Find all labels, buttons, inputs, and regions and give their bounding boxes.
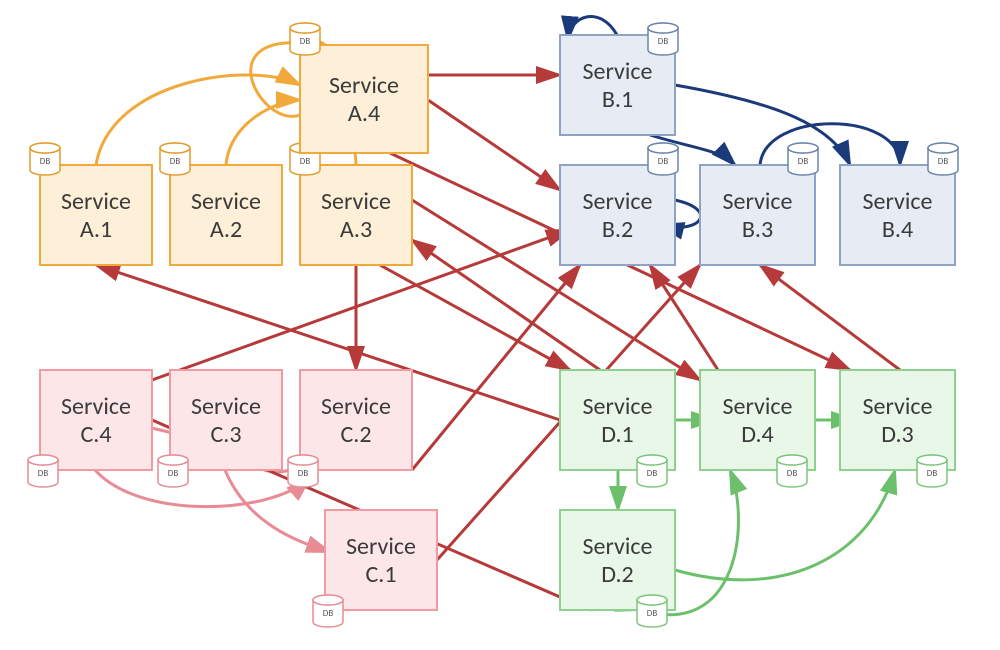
service-label: B.2: [602, 215, 633, 244]
db-icon: DB: [928, 143, 958, 175]
service-node-B4: ServiceB.4: [840, 165, 955, 265]
db-label: DB: [927, 468, 938, 479]
edge: [760, 124, 900, 165]
service-label: C.4: [80, 420, 111, 449]
db-label: DB: [798, 156, 809, 167]
service-label: B.4: [882, 215, 913, 244]
edges-layer: [95, 16, 900, 614]
db-icon: DB: [290, 23, 320, 55]
service-label: Service: [723, 187, 793, 216]
db-label: DB: [300, 156, 311, 167]
service-label: Service: [346, 532, 416, 561]
service-label: C.1: [365, 560, 396, 589]
service-label: Service: [191, 392, 261, 421]
service-label: C.3: [210, 420, 241, 449]
architecture-diagram: ServiceA.1DBServiceA.2DBServiceA.3DBServ…: [0, 0, 1000, 650]
service-label: D.3: [881, 420, 913, 449]
db-icon: DB: [313, 595, 343, 627]
nodes-layer: ServiceA.1DBServiceA.2DBServiceA.3DBServ…: [28, 23, 958, 627]
service-label: Service: [329, 71, 399, 100]
db-label: DB: [938, 156, 949, 167]
db-label: DB: [298, 468, 309, 479]
service-label: A.2: [210, 215, 242, 244]
service-node-C3: ServiceC.3: [170, 370, 282, 470]
service-label: Service: [723, 392, 793, 421]
edge: [760, 265, 900, 370]
service-label: Service: [61, 187, 131, 216]
service-node-B3: ServiceB.3: [700, 165, 815, 265]
db-icon: DB: [30, 143, 60, 175]
db-label: DB: [168, 468, 179, 479]
service-label: D.1: [601, 420, 633, 449]
service-label: D.4: [741, 420, 773, 449]
db-icon: DB: [637, 455, 667, 487]
db-icon: DB: [28, 455, 58, 487]
service-label: Service: [321, 392, 391, 421]
db-label: DB: [647, 468, 658, 479]
db-label: DB: [658, 36, 669, 47]
service-label: Service: [191, 187, 261, 216]
service-node-C2: ServiceC.2: [300, 370, 412, 470]
db-label: DB: [647, 608, 658, 619]
service-label: B.3: [742, 215, 773, 244]
db-label: DB: [40, 156, 51, 167]
service-node-C4: ServiceC.4: [40, 370, 152, 470]
db-label: DB: [300, 36, 311, 47]
service-label: A.3: [340, 215, 372, 244]
service-node-A2: ServiceA.2: [170, 165, 282, 265]
db-icon: DB: [158, 455, 188, 487]
service-label: Service: [583, 392, 653, 421]
service-label: Service: [321, 187, 391, 216]
db-icon: DB: [917, 455, 947, 487]
service-label: A.4: [348, 99, 380, 128]
db-label: DB: [323, 608, 334, 619]
service-node-A3: ServiceA.3: [300, 165, 412, 265]
service-label: Service: [583, 187, 653, 216]
db-icon: DB: [637, 595, 667, 627]
service-label: Service: [61, 392, 131, 421]
service-label: A.1: [80, 215, 112, 244]
db-icon: DB: [160, 143, 190, 175]
db-label: DB: [38, 468, 49, 479]
db-label: DB: [658, 156, 669, 167]
db-icon: DB: [788, 143, 818, 175]
service-label: C.2: [340, 420, 371, 449]
db-icon: DB: [777, 455, 807, 487]
db-icon: DB: [648, 143, 678, 175]
db-label: DB: [170, 156, 181, 167]
service-node-B2: ServiceB.2: [560, 165, 675, 265]
db-icon: DB: [288, 455, 318, 487]
service-node-C1: ServiceC.1: [325, 510, 437, 610]
service-label: D.2: [601, 560, 633, 589]
service-label: Service: [583, 532, 653, 561]
db-label: DB: [787, 468, 798, 479]
edge: [428, 100, 560, 190]
service-label: Service: [863, 392, 933, 421]
service-label: Service: [863, 187, 933, 216]
service-label: B.1: [602, 85, 633, 114]
db-icon: DB: [648, 23, 678, 55]
service-node-A1: ServiceA.1: [40, 165, 152, 265]
edge: [226, 100, 300, 165]
service-node-A4: ServiceA.4: [300, 45, 428, 153]
service-label: Service: [583, 57, 653, 86]
edge: [96, 75, 300, 165]
